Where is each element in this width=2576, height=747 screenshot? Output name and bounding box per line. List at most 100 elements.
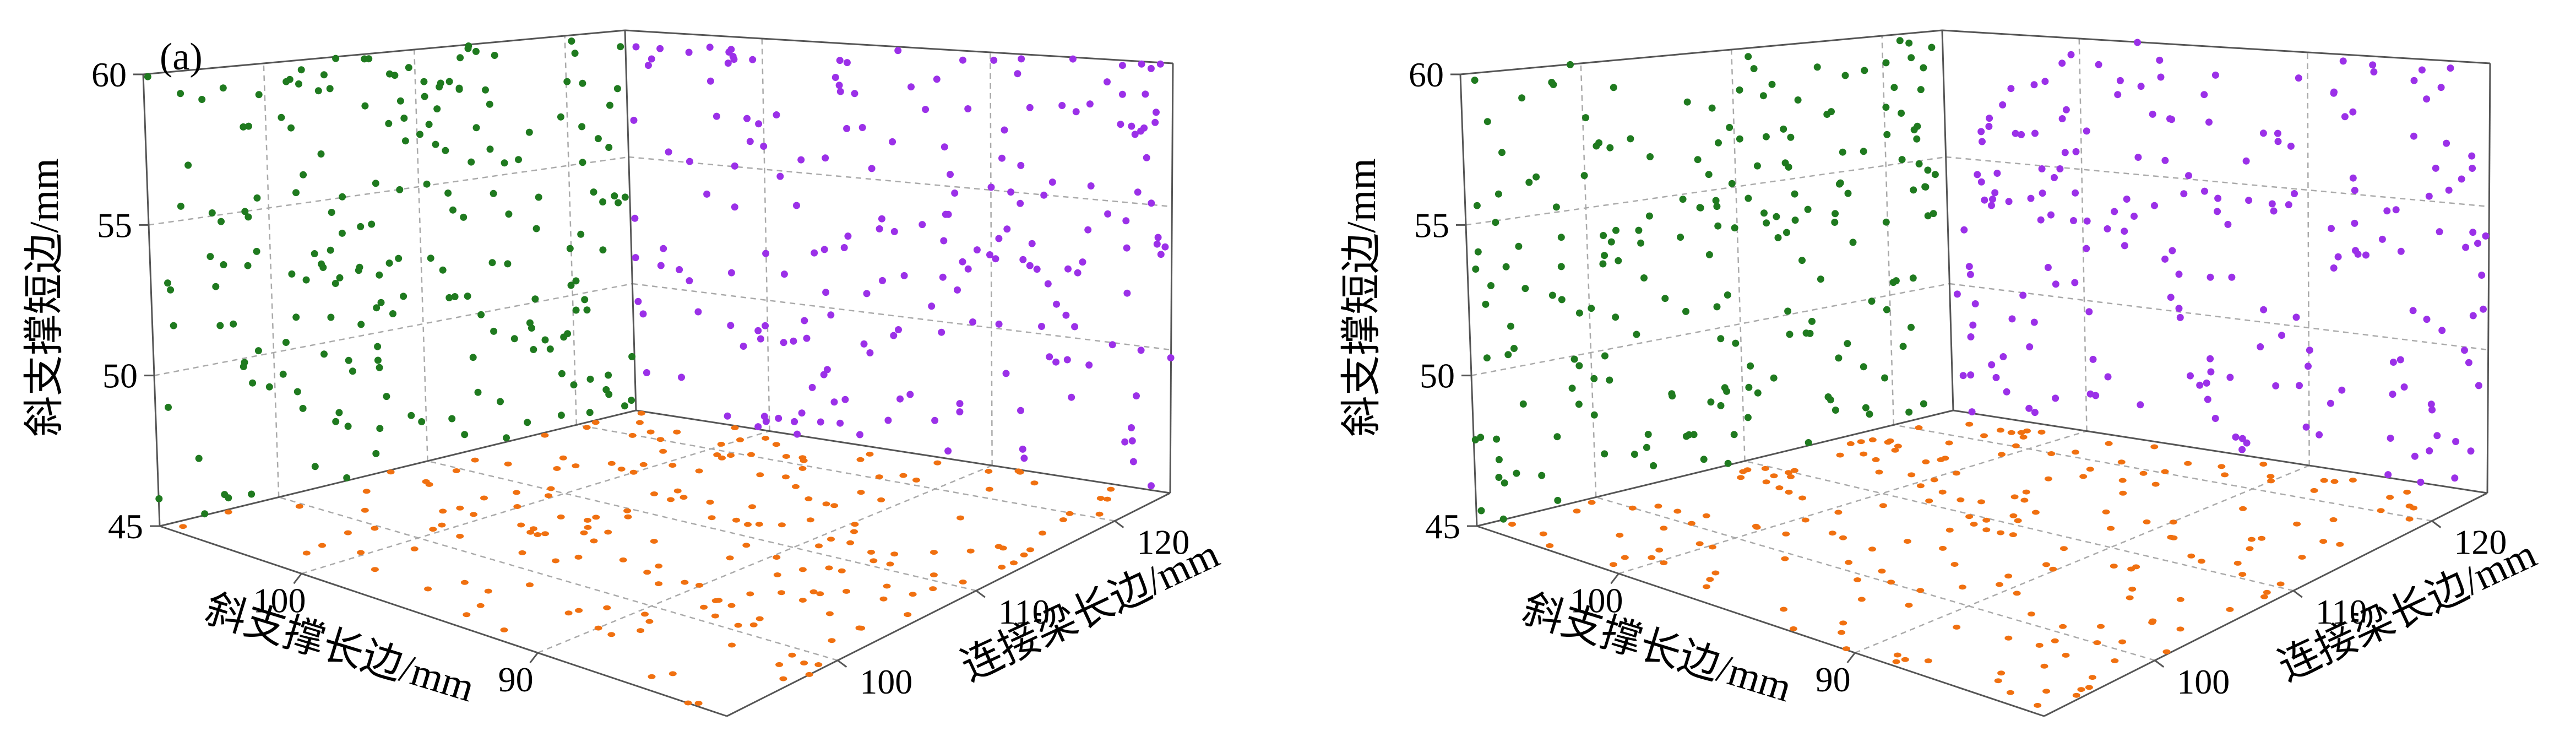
data-point-right [1033,266,1041,273]
data-point-floor [603,605,611,610]
data-point-floor [2403,489,2411,495]
data-point-left [349,367,356,375]
data-point-left [155,495,163,502]
data-point-floor [659,448,667,454]
data-point-right [959,258,966,266]
data-point-left [505,210,513,218]
data-point-left [1712,197,1720,204]
y-axis-line [726,492,1171,717]
data-point-right [678,374,685,381]
data-point-floor [2260,594,2268,599]
data-point-right [757,335,764,343]
y-tick [2431,520,2442,528]
data-point-left [472,47,480,55]
data-point-right [907,83,915,91]
data-point-left [338,229,346,237]
data-point-right [2071,279,2079,286]
data-point-right [762,418,770,425]
floor-gridline [1893,424,2432,522]
y-tick-label: 110 [998,592,1050,631]
data-point-left [302,276,310,284]
data-point-left [212,283,220,290]
data-point-floor [2258,535,2266,541]
data-point-floor [1648,555,1656,560]
data-point-left [218,218,225,225]
data-point-floor [2107,526,2115,531]
data-point-right [2027,194,2035,202]
data-point-left [1860,148,1867,155]
data-point-right [1121,438,1129,446]
data-point-left [605,144,613,151]
data-point-left [1928,44,1936,51]
data-point-right [2443,139,2450,147]
right-wall-vgridline [761,38,770,431]
data-point-left [1745,383,1753,391]
data-point-floor [850,529,858,534]
data-point-floor [1938,489,1947,495]
data-point-floor [646,429,655,435]
data-point-right [2052,394,2059,402]
left-wall-vgridline [413,49,428,461]
data-point-right [1134,188,1142,196]
data-point-left [1590,411,1598,419]
data-point-right [1989,196,1996,203]
data-point-floor [846,540,855,545]
data-point-floor [695,468,703,474]
data-point-right [2200,91,2208,99]
data-point-right [2134,154,2142,161]
data-point-left [1713,303,1721,311]
data-point-right [931,416,939,424]
data-point-right [822,154,829,162]
z-tick-label: 55 [97,205,132,245]
data-point-left [1492,219,1499,226]
data-point-floor [1916,483,1925,489]
right-wall-right-edge [2486,63,2491,494]
data-point-right [990,56,998,64]
data-point-left [336,274,344,282]
data-point-right [1966,270,1974,278]
data-point-floor [2088,675,2096,680]
data-point-floor [1904,539,1911,544]
data-point-right [890,332,898,339]
data-point-right [803,334,811,342]
data-point-floor [1785,470,1792,475]
data-point-right [2083,245,2090,252]
data-point-right [2370,68,2378,75]
data-point-right [1117,121,1124,128]
data-point-floor [2259,462,2268,467]
data-point-right [1991,189,1999,197]
data-point-floor [628,432,637,438]
z-tick-label: 55 [1414,205,1449,245]
data-point-left [1839,148,1846,156]
data-point-right [1079,258,1086,266]
data-point-left [617,43,624,51]
data-point-right [686,158,693,165]
data-point-floor [2187,553,2195,559]
data-point-floor [2197,559,2205,564]
data-point-right [1026,104,1034,111]
data-point-right [743,115,751,122]
data-point-right [863,290,871,297]
data-point-left [1920,400,1927,408]
data-point-left [1762,133,1770,140]
data-point-floor [2336,542,2344,547]
data-point-left [1705,171,1713,178]
data-point-right [844,232,852,240]
data-point-left [621,402,628,410]
data-point-right [1072,108,1080,116]
data-point-floor [1916,588,1925,593]
data-point-left [294,388,301,396]
data-point-floor [1901,657,1909,662]
data-point-right [2201,187,2208,195]
data-point-floor [912,477,920,483]
data-point-floor [800,458,808,463]
data-point-left [1682,307,1689,315]
data-point-left [541,336,549,344]
data-point-floor [590,538,598,544]
data-point-left [436,83,443,91]
data-point-floor [1660,526,1668,531]
data-point-right [944,447,952,455]
data-point-floor [1868,437,1877,442]
data-point-left [400,293,407,300]
z-tick-label: 60 [1409,55,1444,94]
